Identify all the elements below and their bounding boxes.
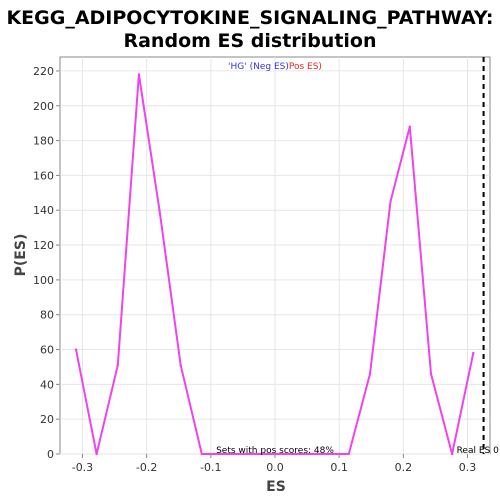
y-axis-label: P(ES) (13, 234, 29, 277)
data-point (216, 452, 219, 456)
data-point (347, 452, 351, 456)
x-tick-label: -0.2 (136, 461, 157, 474)
real-es-label: Real ES 0 (457, 446, 500, 456)
data-point (116, 363, 119, 367)
data-point (408, 125, 411, 128)
x-tick-label: 0.1 (330, 461, 348, 474)
grid (60, 57, 490, 455)
y-tick-label: 20 (40, 413, 54, 426)
data-point (137, 73, 141, 76)
x-axis-ticks: -0.3 -0.2 -0.1 0.0 0.1 0.2 0.3 (72, 454, 477, 474)
y-tick-label: 120 (33, 239, 54, 252)
y-tick-label: 180 (33, 135, 54, 148)
y-tick-label: 160 (33, 169, 54, 182)
chart-title-line2: Random ES distribution (123, 30, 376, 52)
data-point (450, 452, 454, 456)
chart-title-line1: KEGG_ADIPOCYTOKINE_SIGNALING_PATHWAY: (6, 7, 493, 29)
data-point (368, 372, 372, 376)
es-distribution-line (75, 73, 475, 455)
data-point (200, 452, 204, 456)
y-tick-label: 60 (40, 344, 54, 357)
x-tick-label: -0.3 (72, 461, 93, 474)
data-point (472, 351, 475, 355)
y-axis-ticks: 0 20 40 60 80 100 120 140 160 180 200 220 (33, 65, 60, 461)
data-point (337, 452, 341, 456)
y-tick-label: 140 (33, 204, 54, 217)
x-tick-label: 0.3 (459, 461, 477, 474)
x-tick-label: 0.0 (266, 461, 284, 474)
data-point (429, 372, 433, 376)
data-point (95, 452, 98, 456)
data-point (179, 363, 182, 367)
x-tick-label: 0.2 (395, 461, 413, 474)
x-tick-label: -0.1 (200, 461, 221, 474)
pos-scores-annotation: Sets with pos scores: 48% (216, 446, 334, 456)
legend: 'HG' (Neg ES)Pos ES) (228, 62, 322, 72)
legend-neg: 'HG' (Neg ES) (228, 62, 289, 72)
y-tick-label: 100 (33, 274, 54, 287)
y-tick-label: 40 (40, 378, 54, 391)
y-tick-label: 200 (33, 100, 54, 113)
y-tick-label: 80 (40, 309, 54, 322)
y-tick-label: 0 (47, 448, 54, 461)
legend-pos: Pos ES) (289, 62, 322, 72)
data-point (74, 348, 78, 351)
y-tick-label: 220 (33, 65, 54, 78)
es-distribution-points (74, 73, 475, 456)
data-point (389, 200, 392, 203)
x-axis-label: ES (266, 479, 286, 495)
data-point (158, 209, 161, 212)
